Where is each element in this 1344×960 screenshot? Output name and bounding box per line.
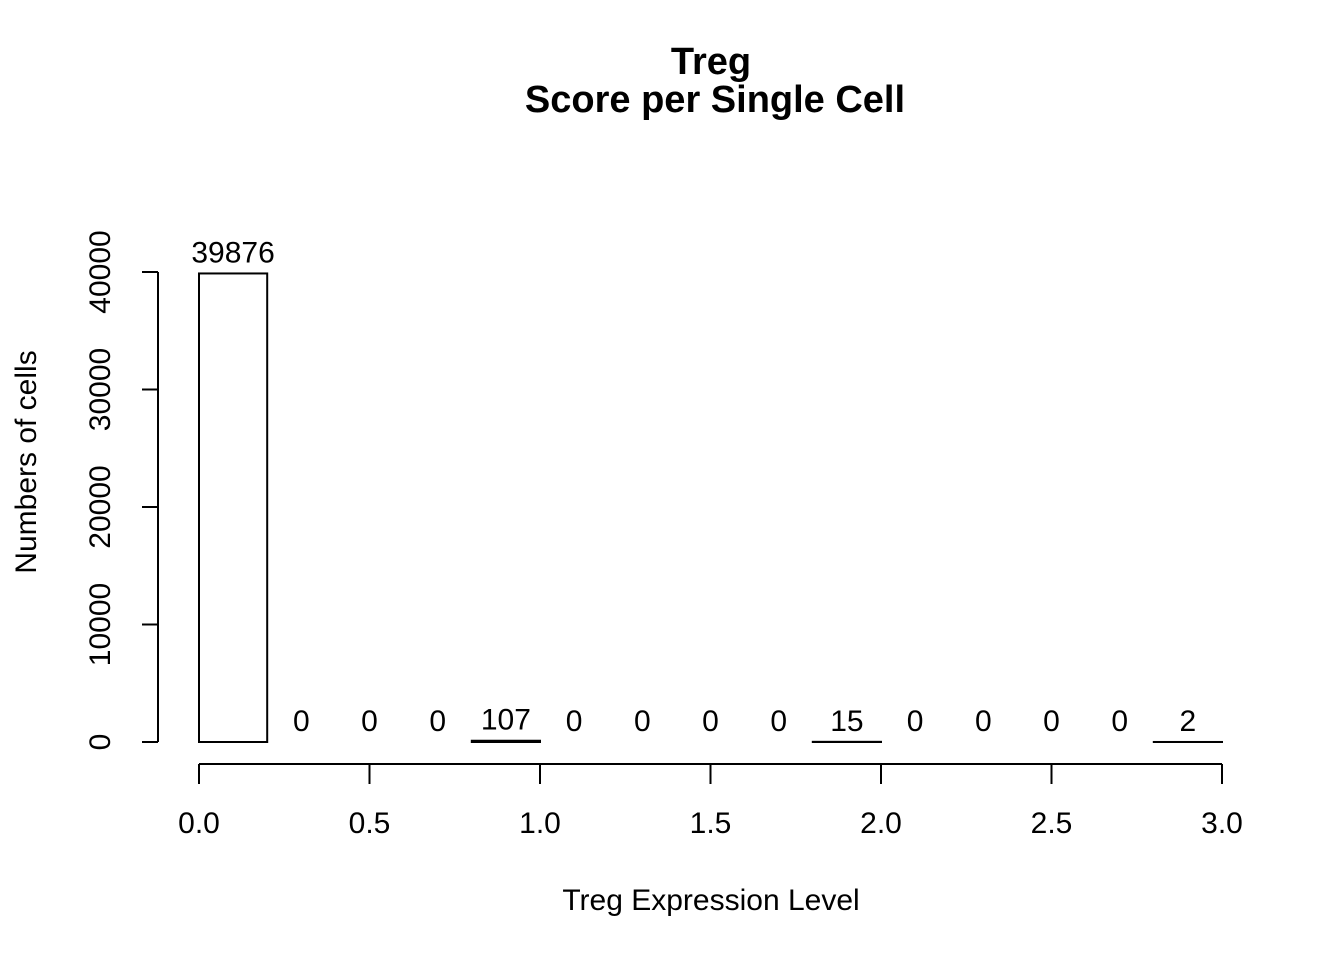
x-tick-label: 1.0 [519,807,561,840]
x-tick-label: 2.5 [1031,807,1073,840]
x-tick-label: 0.0 [178,807,220,840]
x-tick-label: 2.0 [860,807,902,840]
bar-count-label: 107 [481,704,531,737]
bar-count-label: 0 [907,705,924,738]
y-tick-label: 40000 [84,230,117,313]
y-tick-label: 10000 [84,583,117,666]
x-tick-label: 0.5 [349,807,391,840]
x-axis: 0.0 0.5 1.0 1.5 2.0 2.5 3.0 [178,763,1243,840]
chart-title: Treg [671,41,751,83]
y-tick-label: 20000 [84,465,117,548]
bar-count-label: 0 [361,705,378,738]
bar [198,272,269,743]
bar-count-label: 2 [1180,705,1197,738]
bar-count-label: 39876 [191,236,274,269]
x-axis-label: Treg Expression Level [562,884,859,917]
bar-count-label: 0 [293,705,310,738]
bars-group [198,272,1224,744]
count-labels-group: 39876 0 0 0 107 0 0 0 0 15 0 0 0 0 2 [191,236,1196,738]
x-tick-label: 1.5 [690,807,732,840]
bar-count-label: 0 [702,705,719,738]
x-tick-label: 3.0 [1201,807,1243,840]
bar-count-label: 0 [975,705,992,738]
bar [470,739,541,743]
bar-count-label: 0 [1111,705,1128,738]
bar-count-label: 0 [770,705,787,738]
y-axis: 0 10000 20000 30000 40000 [84,230,159,751]
y-tick-label: 30000 [84,348,117,431]
y-axis-label: Numbers of cells [10,350,43,573]
chart-subtitle: Score per Single Cell [525,79,905,121]
y-tick-label: 0 [84,734,117,751]
bar-count-label: 0 [634,705,651,738]
bar-count-label: 15 [830,705,863,738]
bar-count-label: 0 [566,705,583,738]
bar-count-label: 0 [429,705,446,738]
bar-count-label: 0 [1043,705,1060,738]
